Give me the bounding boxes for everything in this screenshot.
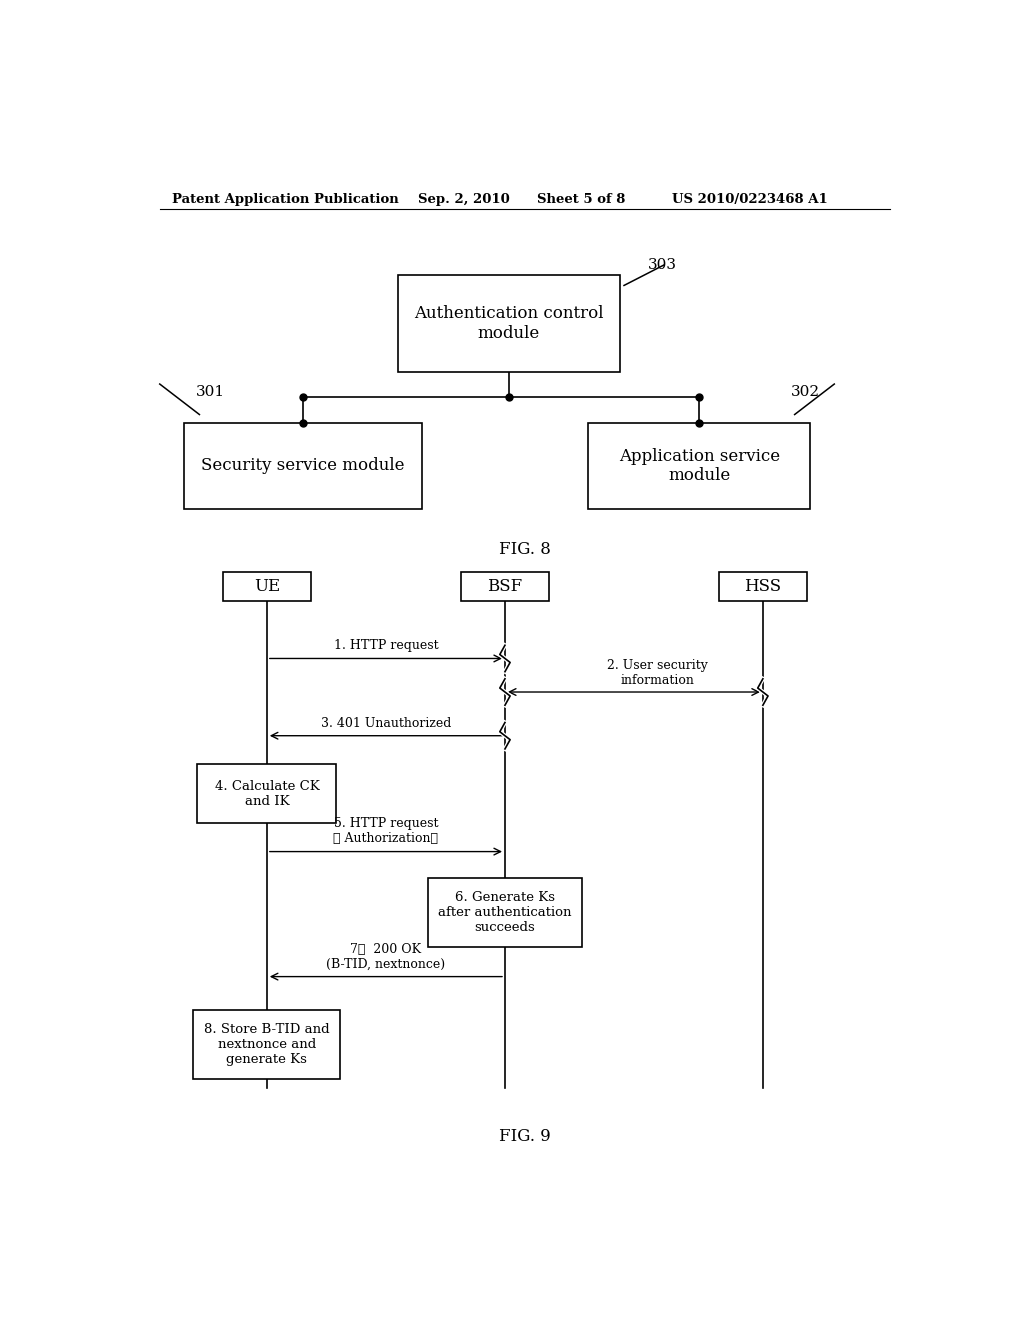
- Bar: [461, 572, 549, 601]
- Bar: [223, 572, 310, 601]
- Text: Application service
module: Application service module: [618, 447, 780, 484]
- Text: Patent Application Publication: Patent Application Publication: [172, 193, 398, 206]
- Text: HSS: HSS: [744, 578, 781, 595]
- Bar: [428, 878, 583, 948]
- Text: BSF: BSF: [487, 578, 522, 595]
- Text: 5. HTTP request
① Authorization②: 5. HTTP request ① Authorization②: [334, 817, 438, 846]
- Bar: [183, 422, 422, 510]
- Text: 2. User security
information: 2. User security information: [607, 659, 709, 686]
- Text: 1. HTTP request: 1. HTTP request: [334, 639, 438, 652]
- Text: UE: UE: [254, 578, 280, 595]
- Text: 8. Store B-TID and
nextnonce and
generate Ks: 8. Store B-TID and nextnonce and generat…: [204, 1023, 330, 1067]
- Text: Authentication control
module: Authentication control module: [414, 305, 604, 342]
- Text: 303: 303: [648, 259, 677, 272]
- Bar: [588, 422, 811, 510]
- Text: 301: 301: [196, 385, 224, 399]
- Text: 7①  200 OK
(B-TID, nextnonce): 7① 200 OK (B-TID, nextnonce): [327, 942, 445, 970]
- Bar: [397, 276, 621, 372]
- Text: 6. Generate Ks
after authentication
succeeds: 6. Generate Ks after authentication succ…: [438, 891, 571, 935]
- Text: Sep. 2, 2010: Sep. 2, 2010: [418, 193, 509, 206]
- Text: FIG. 8: FIG. 8: [499, 541, 551, 558]
- Text: Security service module: Security service module: [201, 457, 404, 474]
- Text: FIG. 9: FIG. 9: [499, 1127, 551, 1144]
- Text: 302: 302: [791, 385, 820, 399]
- Text: US 2010/0223468 A1: US 2010/0223468 A1: [672, 193, 827, 206]
- Text: 4. Calculate CK
and IK: 4. Calculate CK and IK: [214, 780, 319, 808]
- Bar: [198, 764, 336, 824]
- Bar: [719, 572, 807, 601]
- Text: Sheet 5 of 8: Sheet 5 of 8: [537, 193, 625, 206]
- Bar: [194, 1010, 340, 1080]
- Text: 3. 401 Unauthorized: 3. 401 Unauthorized: [321, 717, 452, 730]
